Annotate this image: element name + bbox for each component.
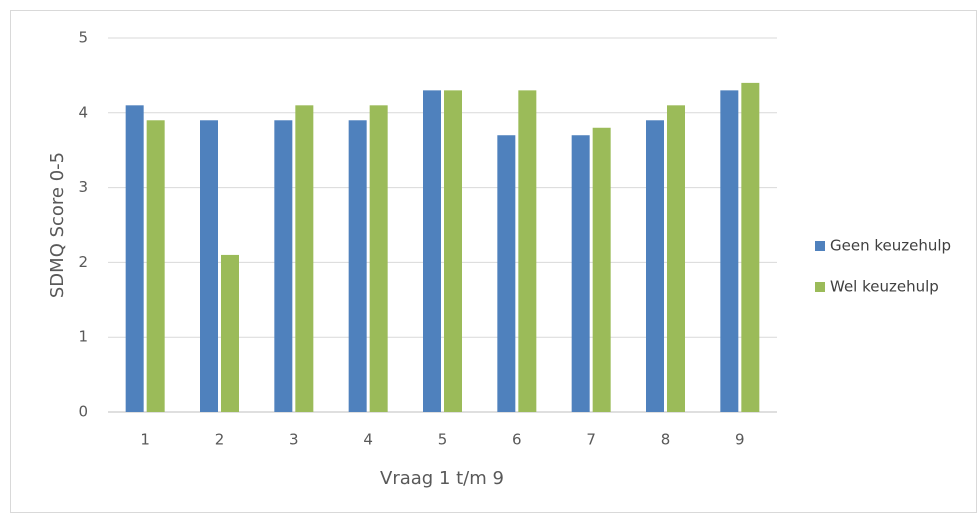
x-tick-label: 1 — [140, 431, 150, 449]
x-tick-label: 3 — [289, 431, 299, 449]
bar — [295, 105, 314, 412]
bar — [646, 120, 664, 412]
bar — [518, 90, 537, 413]
y-tick-label: 3 — [78, 178, 88, 196]
legend-label: Geen keuzehulp — [830, 237, 951, 255]
x-tick-label: 4 — [363, 431, 373, 449]
bar — [444, 90, 462, 413]
bar — [741, 82, 760, 412]
bar — [369, 105, 388, 412]
y-axis-title: SDMQ Score 0-5 — [47, 152, 68, 298]
bar — [592, 127, 611, 412]
y-tick-label: 0 — [78, 403, 88, 421]
legend-label: Wel keuzehulp — [830, 278, 939, 296]
x-tick-label: 6 — [512, 431, 522, 449]
bar — [348, 120, 367, 412]
x-tick-label: 8 — [661, 431, 671, 449]
x-tick-label: 7 — [586, 431, 596, 449]
bar — [146, 120, 165, 412]
y-tick-label: 1 — [78, 328, 88, 346]
bar — [200, 120, 218, 412]
legend-swatch — [815, 241, 825, 251]
bar — [274, 120, 293, 412]
bar — [667, 105, 685, 412]
x-tick-label: 5 — [438, 431, 448, 449]
x-axis-title: Vraag 1 t/m 9 — [380, 468, 504, 489]
bar — [125, 105, 144, 412]
bar — [221, 254, 239, 412]
y-tick-label: 4 — [78, 103, 88, 121]
chart-border — [10, 10, 977, 513]
bar — [423, 90, 441, 413]
bar — [720, 90, 739, 413]
legend-swatch — [815, 282, 825, 292]
x-tick-label: 2 — [215, 431, 225, 449]
y-tick-label: 5 — [78, 29, 88, 47]
x-tick-label: 9 — [735, 431, 745, 449]
bar — [571, 135, 590, 413]
bar — [497, 135, 516, 413]
y-tick-label: 2 — [78, 253, 88, 271]
